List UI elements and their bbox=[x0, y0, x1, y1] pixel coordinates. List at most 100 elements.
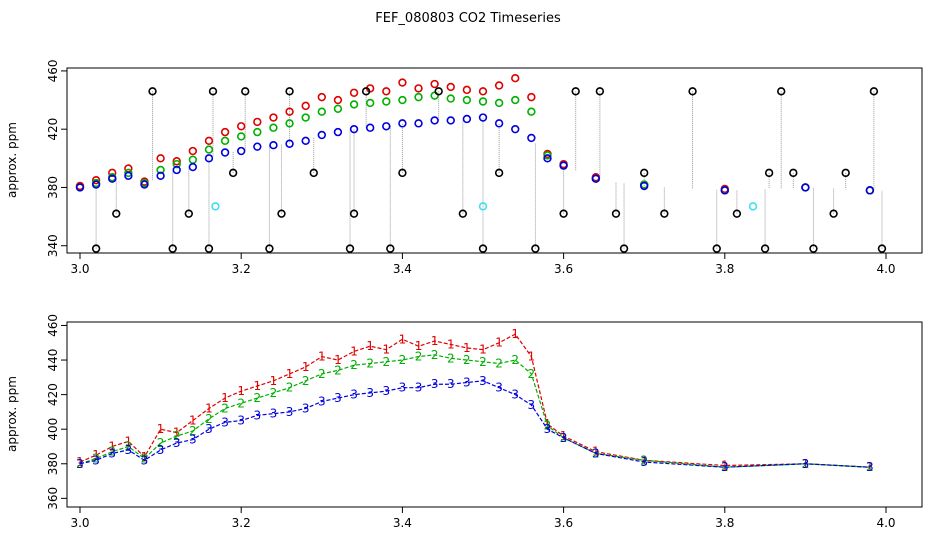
scatter-point-red bbox=[414, 84, 423, 93]
series-line-3 bbox=[79, 380, 870, 468]
scatter-point-blue bbox=[253, 142, 262, 151]
series-marker-2: 2 bbox=[366, 356, 374, 370]
series-marker-1: 1 bbox=[157, 422, 165, 436]
series-marker-3: 3 bbox=[431, 377, 439, 391]
scatter-point-black bbox=[869, 87, 879, 96]
scatter-point-green bbox=[349, 100, 359, 109]
scatter-point-black bbox=[789, 168, 798, 178]
series-marker-3: 3 bbox=[802, 457, 810, 471]
y-tick-label: 460 bbox=[46, 59, 60, 82]
scatter-point-black bbox=[688, 87, 697, 96]
scatter-point-green bbox=[188, 155, 198, 164]
series-marker-3: 3 bbox=[544, 422, 552, 436]
series-marker-2: 2 bbox=[173, 429, 181, 443]
scatter-point-red bbox=[156, 154, 165, 163]
series-marker-3: 3 bbox=[302, 401, 310, 415]
series-marker-2: 2 bbox=[157, 436, 165, 450]
series-marker-1: 1 bbox=[415, 339, 423, 353]
series-marker-3: 3 bbox=[640, 455, 648, 469]
y-tick-label: 360 bbox=[46, 487, 60, 510]
scatter-point-blue bbox=[108, 174, 117, 183]
scatter-point-black bbox=[764, 168, 774, 178]
x-tick-label: 3.2 bbox=[232, 516, 251, 530]
series-marker-2: 2 bbox=[205, 412, 213, 426]
scatter-point-blue bbox=[591, 174, 601, 183]
x-tick-label: 4.0 bbox=[876, 516, 895, 530]
scatter-point-black bbox=[829, 209, 838, 218]
series-marker-1: 1 bbox=[270, 374, 278, 388]
scatter-point-black bbox=[184, 209, 194, 218]
series-marker-3: 3 bbox=[511, 388, 519, 402]
scatter-point-blue bbox=[414, 119, 423, 128]
scatter-point-cyan bbox=[748, 202, 758, 211]
series-marker-2: 2 bbox=[318, 367, 326, 381]
series-marker-1: 1 bbox=[92, 448, 100, 462]
scatter-point-blue bbox=[430, 116, 439, 125]
series-marker-3: 3 bbox=[350, 388, 358, 402]
scatter-point-red bbox=[494, 81, 504, 90]
series-marker-3: 3 bbox=[592, 446, 600, 460]
scatter-point-black bbox=[458, 209, 468, 218]
scatter-point-green bbox=[253, 127, 262, 137]
top-panel: approx. ppm 3.0 3.2 3.4 3.6 3.8 4.0 340 380 420 4… bbox=[5, 59, 923, 276]
scatter-point-green bbox=[478, 97, 488, 106]
x-tick-label: 3.0 bbox=[70, 262, 89, 276]
series-marker-3: 3 bbox=[286, 405, 294, 419]
y-tick-label: 420 bbox=[46, 383, 60, 406]
scatter-point-black bbox=[571, 87, 580, 96]
scatter-point-black bbox=[398, 168, 407, 178]
series-marker-3: 3 bbox=[141, 453, 149, 467]
series-marker-1: 1 bbox=[334, 353, 342, 367]
scatter-point-red bbox=[527, 92, 536, 102]
series-marker-2: 2 bbox=[463, 353, 471, 367]
series-marker-1: 1 bbox=[237, 384, 245, 398]
series-marker-1: 1 bbox=[640, 453, 648, 467]
scatter-point-red bbox=[478, 87, 488, 96]
scatter-point-red bbox=[349, 88, 359, 97]
scatter-point-green bbox=[494, 98, 504, 108]
series-marker-1: 1 bbox=[205, 401, 213, 415]
series-marker-1: 1 bbox=[511, 327, 519, 341]
y-tick-label: 400 bbox=[46, 418, 60, 441]
x-tick-label: 3.8 bbox=[715, 516, 734, 530]
scatter-point-blue bbox=[269, 141, 278, 150]
scatter-point-blue bbox=[91, 180, 101, 189]
series-marker-3: 3 bbox=[495, 381, 503, 395]
series-marker-1: 1 bbox=[253, 379, 261, 393]
x-tick-label: 3.6 bbox=[554, 516, 573, 530]
series-marker-1: 1 bbox=[318, 350, 326, 364]
bottom-y-axis-label: approx. ppm bbox=[5, 376, 19, 452]
series-marker-3: 3 bbox=[221, 415, 229, 429]
scatter-point-red bbox=[108, 168, 117, 178]
series-marker-1: 1 bbox=[189, 414, 197, 428]
scatter-point-black bbox=[478, 244, 488, 253]
scatter-point-red bbox=[237, 122, 246, 131]
series-marker-2: 2 bbox=[189, 424, 197, 438]
scatter-point-black bbox=[361, 87, 371, 96]
series-marker-1: 1 bbox=[366, 339, 374, 353]
scatter-point-black bbox=[611, 209, 621, 218]
series-marker-1: 1 bbox=[350, 344, 358, 358]
bottom-plot-frame bbox=[66, 321, 923, 508]
scatter-point-blue bbox=[559, 161, 568, 170]
scatter-point-red bbox=[253, 117, 262, 127]
scatter-point-black bbox=[204, 244, 214, 253]
series-marker-2: 2 bbox=[479, 355, 487, 369]
series-marker-2: 2 bbox=[431, 348, 439, 362]
scatter-point-black bbox=[277, 209, 286, 218]
scatter-point-black bbox=[168, 244, 177, 253]
scatter-point-green bbox=[317, 107, 326, 116]
series-marker-3: 3 bbox=[447, 377, 455, 391]
scatter-point-black bbox=[349, 209, 359, 218]
scatter-point-blue bbox=[237, 146, 246, 156]
scatter-point-blue bbox=[720, 186, 729, 195]
series-marker-3: 3 bbox=[108, 446, 116, 460]
series-marker-2: 2 bbox=[286, 381, 294, 395]
scatter-point-blue bbox=[865, 186, 875, 195]
scatter-point-red bbox=[462, 85, 472, 95]
series-marker-2: 2 bbox=[92, 452, 100, 466]
series-marker-1: 1 bbox=[399, 332, 407, 346]
series-marker-1: 1 bbox=[125, 434, 133, 448]
scatter-point-green bbox=[237, 132, 246, 141]
